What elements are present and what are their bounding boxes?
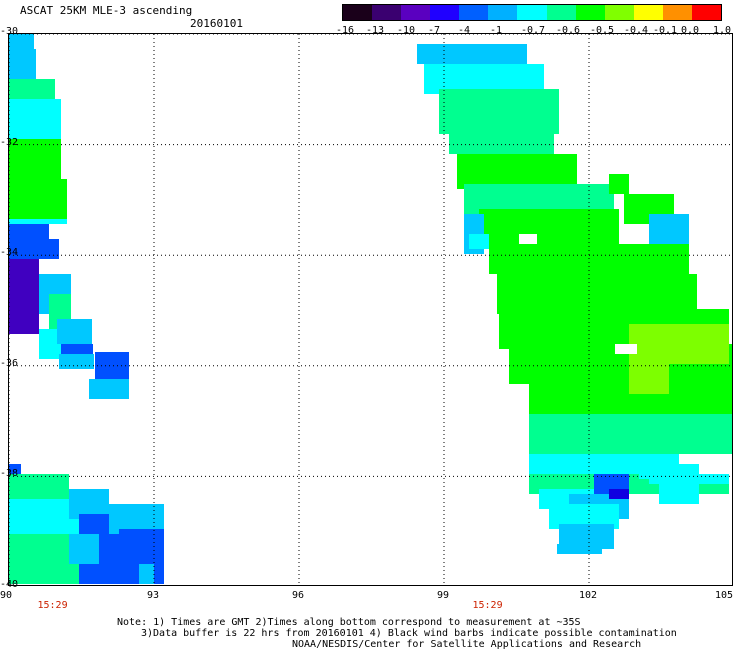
color-scale-tick-label: -4 [457,25,471,36]
left-swath-cell [95,352,129,382]
color-scale-tick-label: -0.6 [555,25,581,36]
left-swath-cell [9,259,39,284]
right-swath-cell [457,154,577,189]
color-scale-segment [459,5,489,20]
color-scale-tick-label: -1 [489,25,503,36]
color-scale-segment [430,5,460,20]
longitude-label: 105 [714,590,733,601]
latitude-label: -40 [0,579,19,590]
latitude-label: -36 [0,357,19,369]
color-scale-tick-label: -13 [365,25,385,36]
color-scale-tick-label: -0.4 [623,25,649,36]
right-swath-cell [649,214,689,244]
right-swath-cell [529,414,732,454]
right-swath-cell [497,274,697,314]
right-swath-cell [609,489,629,499]
left-swath-cell [9,79,55,99]
right-swath-cell [479,209,619,249]
color-scale-tick-label: -10 [396,25,416,36]
longitude-label: 102 [578,590,598,601]
color-scale-segment [488,5,518,20]
right-swath-cell [669,364,729,394]
color-scale-tick-label: 1.0 [712,25,732,36]
color-scale-tick-label: -7 [427,25,441,36]
latitude-label: -38 [0,468,19,480]
right-swath-cell [417,44,527,64]
swath-map-svg [9,34,732,585]
color-scale-segment [633,5,663,20]
right-swath-cell [449,129,554,154]
right-swath-cell [609,174,629,194]
longitude-label: 93 [146,590,160,601]
right-swath-cell [649,474,729,484]
left-swath-cell [9,474,69,499]
left-swath-cell [9,534,79,584]
right-swath-cell [659,484,699,504]
color-scale-segment [691,5,722,20]
measurement-time-label: 15:29 [472,600,503,611]
color-scale-segment [517,5,547,20]
color-scale-segment [401,5,431,20]
color-scale-tick-label: -16 [335,25,355,36]
right-swath-cell [439,89,559,134]
map-date: 20160101 [190,17,243,30]
left-swath-cell [59,354,94,369]
color-scale-segment [575,5,605,20]
left-swath-cell [69,534,99,564]
left-swath-cell [89,379,129,399]
note-line-1: Note: 1) Times are GMT 2)Times along bot… [117,617,581,628]
left-swath-cell [9,99,61,139]
latitude-label: -34 [0,247,19,259]
swath-map [8,33,733,586]
color-scale-segment [343,5,373,20]
left-swath-cell [139,564,154,584]
color-scale-tick-label: 0.0 [680,25,700,36]
left-swath-cell [9,224,49,239]
note-line-3: NOAA/NESDIS/Center for Satellite Applica… [292,639,642,650]
color-scale-segment [662,5,692,20]
color-scale-bar [342,4,722,21]
color-scale-segment [604,5,634,20]
data-gap [519,234,537,244]
left-swath-cell [9,219,67,224]
color-scale-tick-label: -0.7 [520,25,546,36]
longitude-label: 90 [0,590,13,601]
longitude-label: 99 [436,590,450,601]
left-swath-cell [9,239,59,259]
measurement-time-label: 15:29 [37,600,68,611]
left-swath-cell [9,49,36,79]
left-swath-cell [57,319,92,344]
left-swath-cell [9,139,61,179]
left-swath-cell [9,179,67,224]
map-title: ASCAT 25KM MLE-3 ascending [20,4,193,17]
latitude-label: -32 [0,136,19,148]
left-swath-cell [9,34,34,49]
left-swath-cell [9,284,39,334]
color-scale-segment [372,5,402,20]
color-scale-segment [546,5,576,20]
color-scale-tick-label: -0.5 [589,25,615,36]
left-swath-cell [9,464,21,474]
data-gap [615,344,637,354]
latitude-label: -30 [0,26,19,37]
longitude-label: 96 [291,590,305,601]
note-line-2: 3)Data buffer is 22 hrs from 20160101 4)… [141,628,677,639]
right-swath-cell [469,234,489,249]
color-scale-tick-label: -0.1 [652,25,678,36]
right-swath-cell [557,544,602,554]
left-swath-cell [119,529,164,559]
color-scale-ticks: -16 -13 -10 -7 -4 -1 -0.7 -0.6 -0.5 -0.4 -0.1 0.0 1.… [330,25,740,37]
